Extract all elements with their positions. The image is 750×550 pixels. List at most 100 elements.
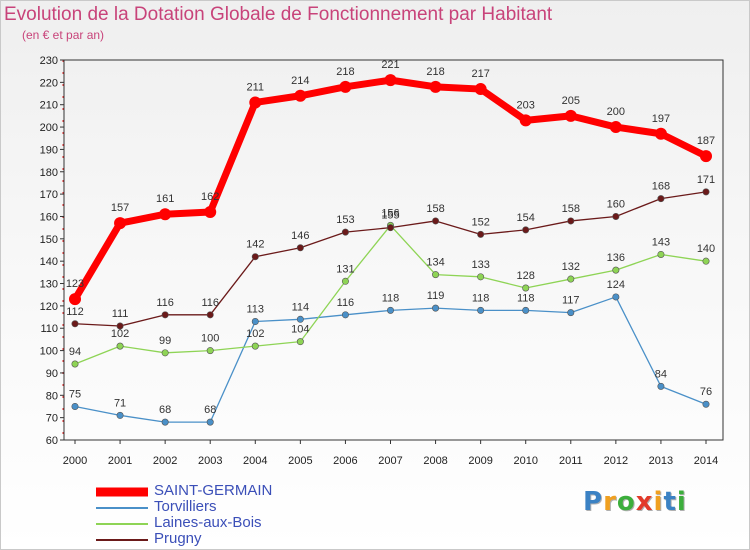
data-point-torvilliers <box>432 304 440 312</box>
data-label-laines-aux-bois: 133 <box>471 259 489 271</box>
data-point-torvilliers <box>386 306 394 314</box>
data-label-torvilliers: 119 <box>427 290 445 302</box>
data-label-saint-germain: 218 <box>426 66 444 78</box>
legend-label: Prugny <box>154 530 202 547</box>
data-point-prugny <box>702 188 710 196</box>
data-point-torvilliers <box>71 402 79 410</box>
data-point-torvilliers <box>657 382 665 390</box>
data-label-prugny: 116 <box>201 297 219 309</box>
data-point-prugny <box>71 320 79 328</box>
data-point-saint-germain <box>384 74 397 87</box>
y-tick-label: 100 <box>40 346 58 358</box>
data-label-prugny: 168 <box>652 181 670 193</box>
data-label-torvilliers: 116 <box>337 297 355 309</box>
data-label-prugny: 154 <box>517 212 535 224</box>
data-label-torvilliers: 113 <box>247 304 265 316</box>
y-tick-label: 230 <box>40 55 58 67</box>
data-label-saint-germain: 123 <box>66 278 84 290</box>
data-point-torvilliers <box>206 418 214 426</box>
y-tick-label: 140 <box>40 256 58 268</box>
data-point-torvilliers <box>567 309 575 317</box>
data-label-laines-aux-bois: 131 <box>336 263 354 275</box>
data-point-prugny <box>161 311 169 319</box>
data-label-laines-aux-bois: 140 <box>697 243 715 255</box>
data-label-torvilliers: 117 <box>562 295 580 307</box>
data-label-saint-germain: 214 <box>291 75 309 87</box>
data-point-prugny <box>386 224 394 232</box>
data-point-saint-germain <box>159 208 172 221</box>
data-point-torvilliers <box>251 318 259 326</box>
data-point-laines-aux-bois <box>206 347 214 355</box>
data-label-torvilliers: 84 <box>655 368 667 380</box>
data-point-torvilliers <box>161 418 169 426</box>
data-label-prugny: 152 <box>471 216 489 228</box>
data-label-torvilliers: 114 <box>292 301 310 313</box>
data-label-prugny: 111 <box>112 308 129 320</box>
logo-letter: i <box>676 487 687 517</box>
data-point-saint-germain <box>609 121 622 134</box>
legend-swatch <box>96 507 148 509</box>
legend-swatch <box>96 523 148 525</box>
data-point-prugny <box>296 244 304 252</box>
data-point-torvilliers <box>296 315 304 323</box>
x-tick-label: 2013 <box>649 455 673 467</box>
data-point-torvilliers <box>702 400 710 408</box>
data-point-laines-aux-bois <box>612 266 620 274</box>
logo-letter: t <box>663 487 677 517</box>
data-label-laines-aux-bois: 99 <box>159 335 171 347</box>
data-label-prugny: 146 <box>291 230 309 242</box>
data-label-laines-aux-bois: 134 <box>426 257 444 269</box>
legend-label: SAINT-GERMAIN <box>154 482 273 499</box>
legend-label: Torvilliers <box>154 498 217 515</box>
logo-letter: x <box>635 487 654 517</box>
data-label-prugny: 142 <box>246 239 264 251</box>
legend-swatch <box>96 539 148 541</box>
y-tick-label: 170 <box>40 189 58 201</box>
legend-item: Laines-aux-Bois <box>96 514 336 532</box>
data-point-saint-germain <box>294 89 307 102</box>
data-point-saint-germain <box>654 127 667 140</box>
data-point-laines-aux-bois <box>432 271 440 279</box>
x-tick-label: 2000 <box>63 455 87 467</box>
data-label-saint-germain: 217 <box>471 68 489 80</box>
data-label-prugny: 158 <box>562 203 580 215</box>
y-tick-label: 80 <box>46 390 58 402</box>
data-label-saint-germain: 197 <box>652 113 670 125</box>
data-label-saint-germain: 162 <box>201 191 219 203</box>
x-tick-label: 2012 <box>604 455 628 467</box>
logo-letter: i <box>653 487 664 517</box>
data-label-torvilliers: 118 <box>472 292 490 304</box>
data-point-laines-aux-bois <box>296 338 304 346</box>
data-label-torvilliers: 118 <box>517 292 535 304</box>
data-label-laines-aux-bois: 143 <box>652 236 670 248</box>
legend-label: Laines-aux-Bois <box>154 514 262 531</box>
y-tick-label: 200 <box>40 122 58 134</box>
data-label-saint-germain: 187 <box>697 135 715 147</box>
data-point-prugny <box>522 226 530 234</box>
chart-title: Evolution de la Dotation Globale de Fonc… <box>4 4 553 25</box>
data-point-torvilliers <box>612 293 620 301</box>
data-point-laines-aux-bois <box>116 342 124 350</box>
y-tick-label: 70 <box>46 413 58 425</box>
data-point-saint-germain <box>429 80 442 93</box>
x-tick-label: 2008 <box>423 455 447 467</box>
y-tick-label: 180 <box>40 167 58 179</box>
series-layer <box>69 74 712 426</box>
data-point-saint-germain <box>204 206 217 218</box>
data-point-prugny <box>432 217 440 225</box>
data-point-saint-germain <box>474 83 487 96</box>
logo-letter: r <box>603 487 617 517</box>
data-point-prugny <box>612 212 620 220</box>
data-point-laines-aux-bois <box>567 275 575 283</box>
x-tick-label: 2004 <box>243 455 267 467</box>
data-label-torvilliers: 68 <box>159 404 171 416</box>
data-label-laines-aux-bois: 136 <box>607 252 625 264</box>
data-labels-layer: 75 71 68 68 113 114 116 118 119 118 118 117 124 84 76 9… <box>66 59 715 416</box>
data-point-laines-aux-bois <box>657 250 665 258</box>
data-label-saint-germain: 221 <box>381 59 399 71</box>
data-point-prugny <box>341 228 349 236</box>
x-tick-label: 2007 <box>378 455 402 467</box>
data-label-torvilliers: 71 <box>114 397 126 409</box>
data-label-prugny: 158 <box>426 203 444 215</box>
